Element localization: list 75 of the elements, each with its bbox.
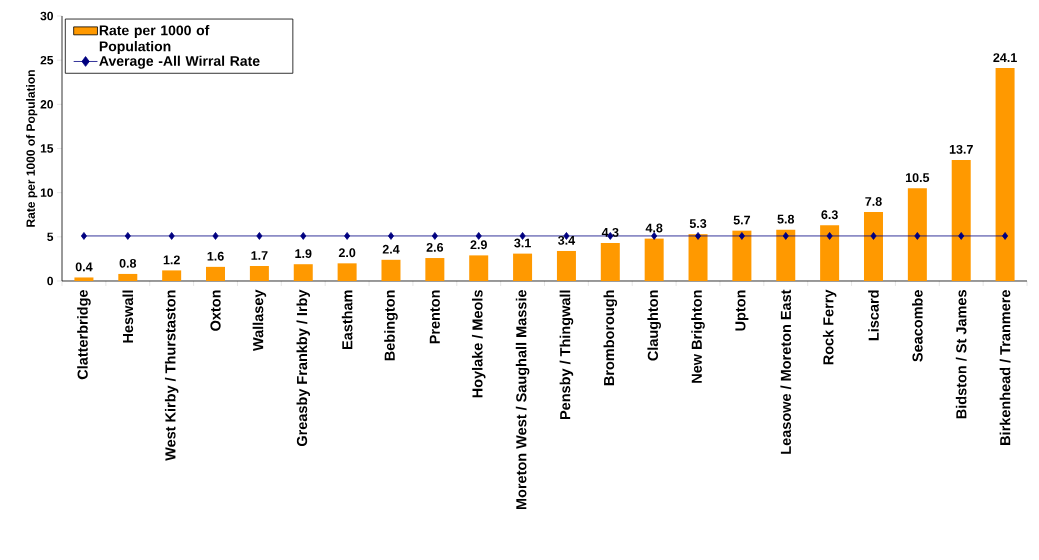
data-label: 1.2 — [163, 255, 180, 265]
x-tick-label: Clatterbridge — [77, 290, 91, 380]
bar — [74, 277, 94, 281]
bar — [249, 265, 269, 281]
bar — [206, 266, 226, 281]
data-label: 5.8 — [777, 214, 795, 224]
bar — [600, 243, 620, 281]
x-tick-label: Leasowe / Moreton East — [780, 289, 792, 454]
x-tick-label: Eastham — [341, 290, 353, 349]
x-tick-label: Liscard — [868, 290, 879, 341]
data-label: 1.6 — [207, 251, 224, 261]
data-label: 4.8 — [645, 223, 663, 233]
bar — [425, 258, 445, 281]
legend-label: Average -All Wirral Rate — [99, 55, 260, 69]
bar — [469, 255, 489, 281]
data-label: 3.1 — [514, 238, 531, 248]
data-label: 1.9 — [295, 249, 312, 259]
bar — [820, 225, 840, 281]
bar — [995, 68, 1015, 281]
x-tick-label: Claughton — [647, 290, 661, 361]
data-label: 2.9 — [470, 240, 487, 250]
data-label: 3.4 — [558, 235, 576, 245]
x-tick-label: Prenton — [429, 290, 440, 344]
x-tick-label: Greasby Frankby / Irby — [296, 289, 311, 447]
bar — [337, 263, 357, 281]
x-tick-label: Upton — [735, 290, 749, 331]
x-tick-label: Hoylake / Meols — [471, 290, 486, 398]
y-tick-label: 0 — [47, 276, 53, 286]
bar — [162, 270, 182, 281]
y-tick-label: 20 — [40, 100, 53, 109]
x-tick-label: Heswall — [122, 290, 134, 343]
bar — [863, 212, 883, 281]
x-tick-label: Bebington — [384, 290, 398, 361]
x-tick-label: Oxton — [210, 290, 221, 331]
y-tick-label: 15 — [40, 144, 54, 153]
bar — [907, 188, 927, 281]
bar — [381, 259, 401, 281]
data-label: 0.4 — [75, 262, 93, 272]
data-label: 0.8 — [119, 258, 137, 268]
data-label: 2.6 — [426, 242, 444, 252]
data-label: 2.4 — [382, 244, 400, 254]
bar — [732, 230, 752, 281]
data-label: 13.7 — [949, 144, 973, 154]
bar — [556, 250, 576, 281]
y-tick-label: 5 — [47, 232, 54, 242]
bar — [776, 229, 796, 281]
legend-label: Rate per 1000 of Population — [99, 25, 210, 55]
x-tick-label: Wallasey — [252, 289, 267, 352]
bar — [293, 264, 313, 281]
y-tick-label: 30 — [40, 11, 53, 21]
data-label: 1.7 — [251, 251, 268, 260]
data-label: 10.5 — [905, 173, 930, 183]
x-tick-label: Bidston / St James — [955, 290, 967, 419]
y-tick-label: 10 — [40, 188, 53, 197]
x-tick-label: Pensby / Thingwall — [559, 290, 574, 420]
data-label: 6.3 — [821, 210, 838, 220]
data-label: 5.3 — [689, 219, 707, 228]
bar — [644, 238, 664, 281]
bar — [951, 159, 971, 281]
data-label: 5.7 — [733, 215, 751, 225]
x-tick-label: New Brighton — [691, 290, 705, 383]
x-tick-label: Birkenhead / Tranmere — [999, 290, 1011, 445]
y-axis-title: Rate per 1000 of Population — [26, 70, 38, 227]
data-label: 7.8 — [865, 197, 882, 206]
x-tick-label: West Kirby / Thurstaston — [164, 290, 179, 461]
bar — [118, 273, 138, 281]
x-tick-label: Moreton West / Saughall Massie — [515, 290, 530, 510]
bar — [688, 234, 708, 281]
x-tick-label: Bromborough — [603, 290, 618, 386]
x-tick-label: Rock Ferry — [822, 289, 837, 365]
x-tick-label: Seacombe — [912, 290, 923, 362]
y-tick-label: 25 — [40, 55, 54, 65]
bar — [513, 253, 533, 281]
data-label: 24.1 — [993, 53, 1017, 62]
data-label: 2.0 — [338, 248, 356, 258]
